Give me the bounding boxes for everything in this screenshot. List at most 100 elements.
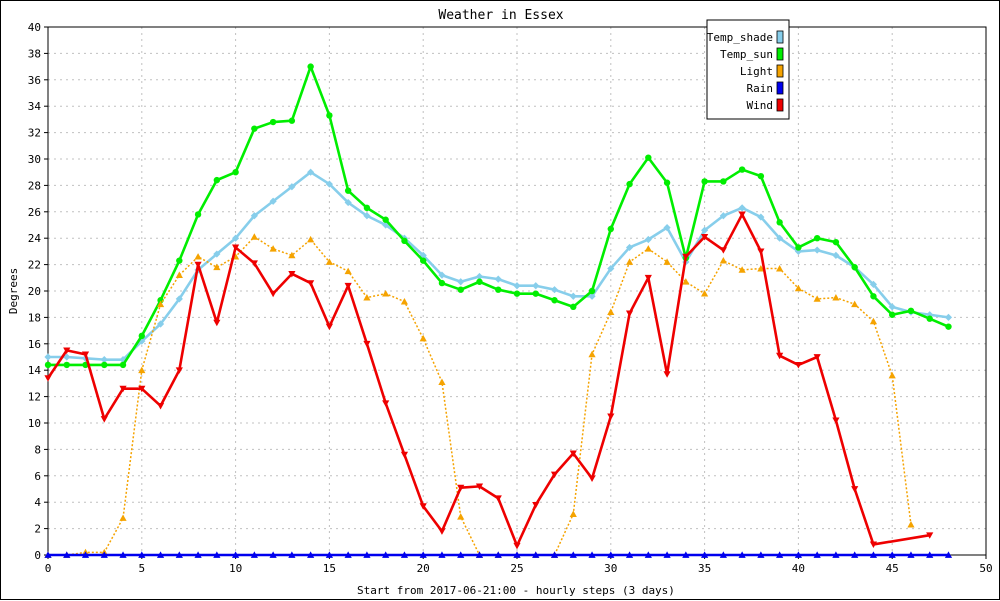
data-point-rain <box>175 551 183 558</box>
data-point-light <box>794 284 802 292</box>
data-point-temp-sun <box>532 290 539 297</box>
x-tick-label: 10 <box>229 562 242 575</box>
data-point-temp-sun <box>44 361 52 369</box>
data-point-wind <box>776 352 784 360</box>
data-point-temp-sun <box>307 63 314 70</box>
data-point-light <box>288 251 296 259</box>
data-point-temp-sun <box>701 178 708 185</box>
data-point-light <box>832 294 840 301</box>
data-point-rain <box>44 551 52 558</box>
legend-label-temp-sun: Temp_sun <box>720 48 773 61</box>
y-tick-label: 40 <box>28 21 41 34</box>
series-light <box>44 233 915 558</box>
data-point-temp-sun <box>570 303 577 311</box>
data-point-light <box>156 300 165 308</box>
data-point-rain <box>156 551 165 558</box>
data-point-light <box>119 514 127 521</box>
series-temp-shade <box>44 168 953 364</box>
data-point-rain <box>138 551 146 558</box>
data-point-wind <box>382 400 390 407</box>
data-point-wind <box>757 248 765 255</box>
data-point-temp-sun <box>907 307 915 314</box>
data-point-rain <box>944 551 953 558</box>
data-point-wind <box>63 347 71 354</box>
data-point-light <box>307 235 315 243</box>
data-point-temp-shade <box>363 212 371 220</box>
data-point-temp-shade <box>288 183 296 191</box>
plot-area <box>44 63 953 558</box>
data-point-rain <box>63 551 71 558</box>
data-point-light <box>851 300 859 308</box>
y-tick-label: 0 <box>34 549 41 562</box>
data-point-wind <box>869 541 878 549</box>
data-point-rain <box>776 551 784 558</box>
data-point-temp-shade <box>532 282 540 290</box>
data-point-temp-sun <box>738 166 746 173</box>
data-point-temp-shade <box>719 212 727 220</box>
data-point-rain <box>232 551 240 558</box>
data-point-temp-shade <box>701 226 709 234</box>
data-point-temp-sun <box>663 179 671 186</box>
data-point-light <box>213 263 221 271</box>
data-point-light <box>757 264 765 272</box>
data-point-light <box>888 371 896 379</box>
data-point-wind <box>550 471 559 479</box>
data-point-rain <box>625 551 634 558</box>
chart-title: Weather in Essex <box>438 8 563 23</box>
data-point-rain <box>400 551 409 558</box>
data-point-temp-sun <box>851 264 858 271</box>
data-point-wind <box>607 413 615 420</box>
data-point-wind <box>663 371 671 378</box>
data-point-rain <box>250 551 258 558</box>
x-tick-label: 40 <box>792 562 805 575</box>
data-point-rain <box>494 551 502 558</box>
legend-swatch-wind <box>776 98 784 112</box>
data-point-light <box>194 253 202 260</box>
y-tick-label: 16 <box>28 338 41 351</box>
data-point-wind <box>344 282 352 290</box>
data-point-temp-shade <box>213 250 221 258</box>
data-point-light <box>644 245 652 252</box>
data-point-wind <box>738 211 746 219</box>
y-axis-label: Degrees <box>7 268 20 314</box>
data-point-wind <box>569 450 577 457</box>
data-point-wind <box>81 351 90 358</box>
data-point-temp-shade <box>569 292 577 300</box>
data-point-rain <box>81 551 90 558</box>
y-tick-label: 28 <box>28 179 41 192</box>
data-point-temp-shade <box>438 271 446 279</box>
data-point-rain <box>213 551 221 558</box>
data-point-temp-sun <box>757 172 765 180</box>
data-point-temp-sun <box>832 238 840 246</box>
legend-label-temp-shade: Temp_shade <box>707 31 773 44</box>
data-point-light <box>382 290 390 297</box>
y-tick-label: 34 <box>28 100 42 113</box>
data-point-temp-sun <box>176 257 183 264</box>
data-point-temp-shade <box>138 337 146 345</box>
y-tick-label: 18 <box>28 311 41 324</box>
data-point-temp-sun <box>588 287 596 295</box>
data-point-temp-sun <box>344 187 352 194</box>
x-tick-label: 15 <box>323 562 336 575</box>
data-point-rain <box>701 551 709 558</box>
y-tick-label: 30 <box>28 153 41 166</box>
data-point-wind <box>832 417 840 424</box>
data-point-light <box>682 278 690 285</box>
data-point-temp-sun <box>213 176 221 184</box>
data-point-wind <box>494 495 502 502</box>
data-point-wind <box>794 362 802 369</box>
series-wind <box>44 211 934 550</box>
data-point-wind <box>288 270 296 278</box>
data-point-light <box>344 267 352 275</box>
x-tick-label: 35 <box>698 562 711 575</box>
data-point-temp-sun <box>513 290 521 297</box>
data-point-rain <box>100 551 108 558</box>
data-point-temp-sun <box>363 204 371 212</box>
data-point-temp-shade <box>644 235 652 244</box>
data-point-rain <box>851 551 859 558</box>
data-point-wind <box>213 319 221 327</box>
data-point-temp-sun <box>720 178 727 185</box>
